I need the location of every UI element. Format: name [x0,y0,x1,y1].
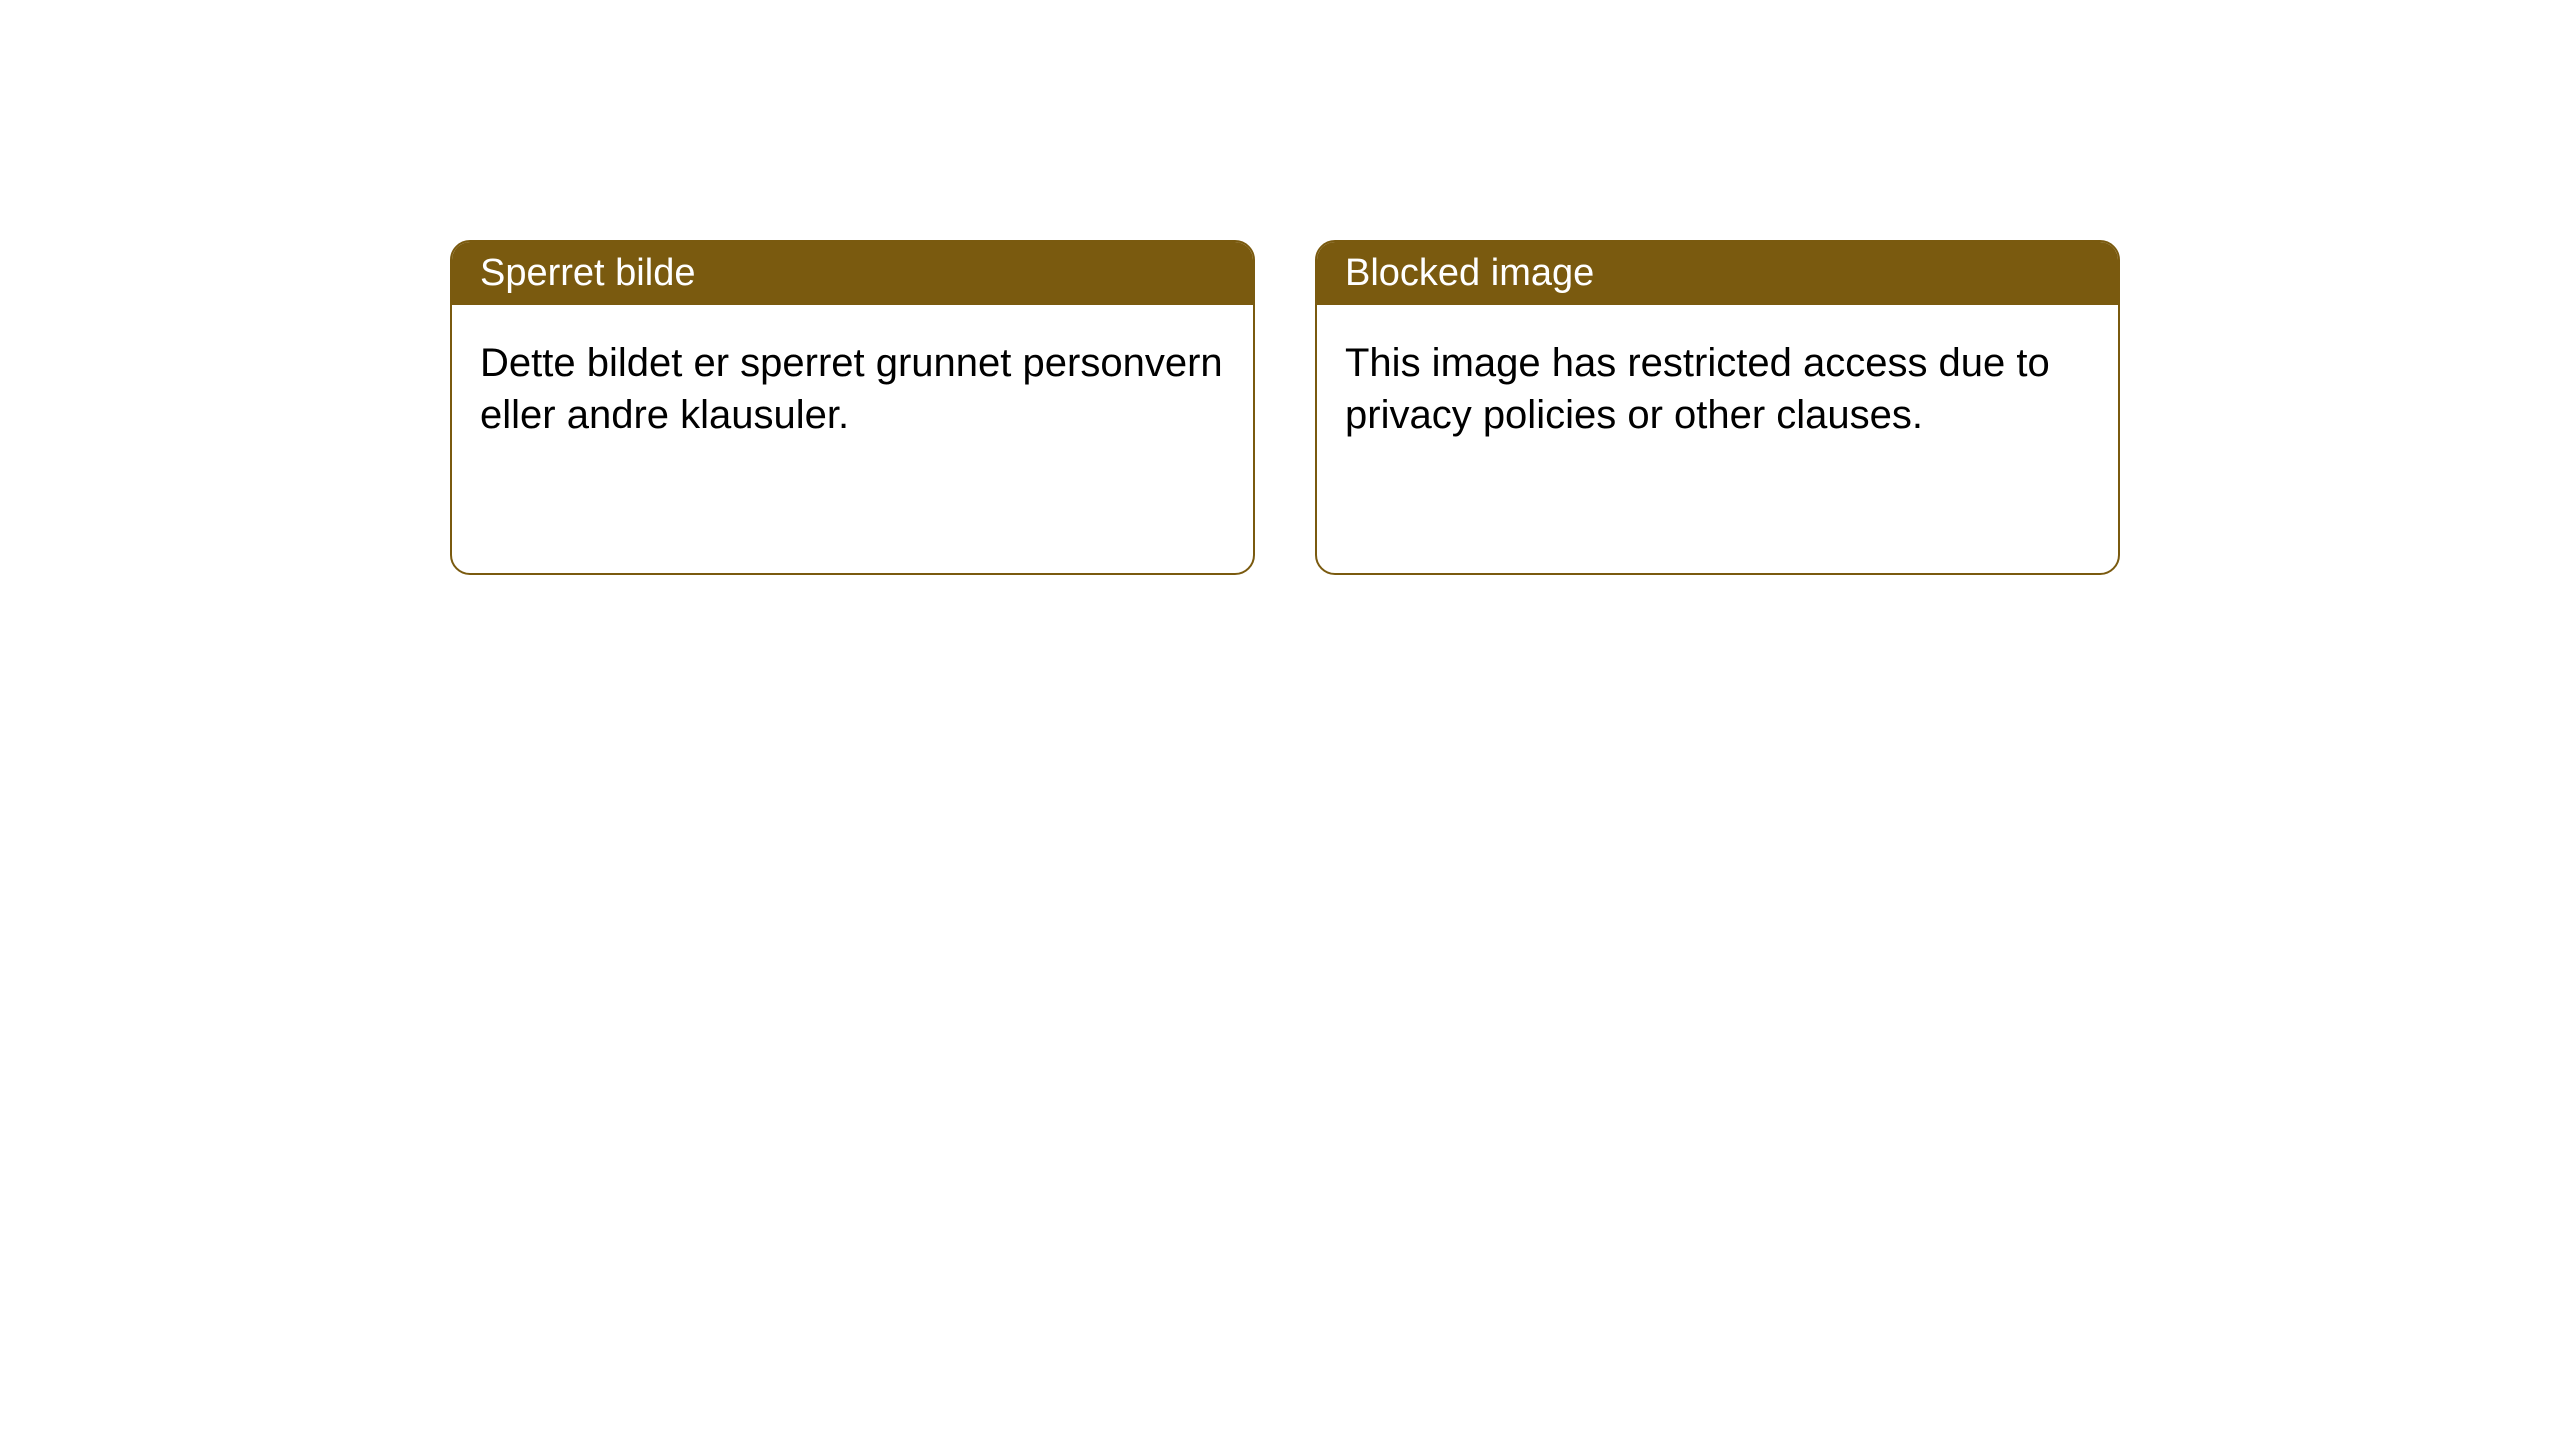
notice-body-english: This image has restricted access due to … [1317,305,2118,473]
notice-body-norwegian: Dette bildet er sperret grunnet personve… [452,305,1253,473]
notice-title-english: Blocked image [1317,242,2118,305]
notice-card-norwegian: Sperret bilde Dette bildet er sperret gr… [450,240,1255,575]
notice-container: Sperret bilde Dette bildet er sperret gr… [0,0,2560,575]
notice-card-english: Blocked image This image has restricted … [1315,240,2120,575]
notice-title-norwegian: Sperret bilde [452,242,1253,305]
